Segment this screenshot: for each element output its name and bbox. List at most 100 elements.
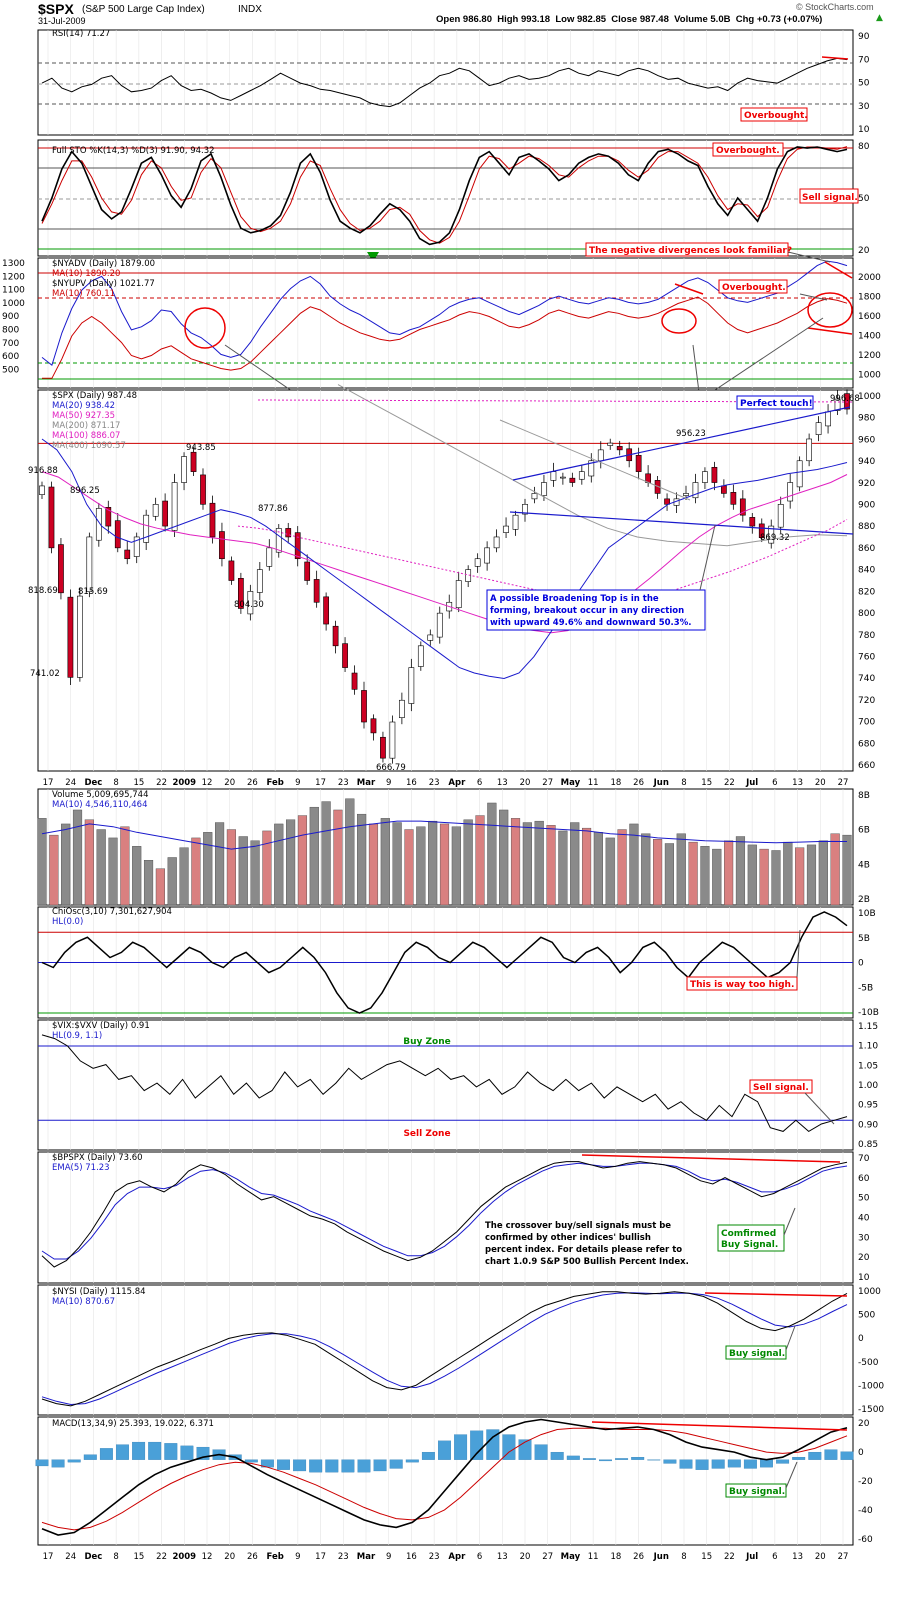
nysi-tick-label: 1000 <box>858 1287 881 1297</box>
nyadv-left-tick-label: 900 <box>2 312 19 322</box>
price-tick-label: 800 <box>858 609 875 619</box>
volume-bar <box>392 822 402 906</box>
volume-bar <box>37 818 47 906</box>
price-tick-label: 720 <box>858 696 875 706</box>
volume-tick-label: 4B <box>858 860 870 870</box>
price-legend: MA(50) 927.35 <box>52 411 115 421</box>
rsi-tick-label: 10 <box>858 125 870 135</box>
macd-histogram-bar <box>470 1430 484 1460</box>
macd-histogram-bar <box>647 1459 661 1461</box>
volume-bar <box>605 837 615 906</box>
price-candle <box>512 514 519 530</box>
nyadv-legend: $NYADV (Daily) 1879.00 <box>52 259 155 269</box>
price-candle <box>389 721 396 759</box>
x-tick-label: 13 <box>497 1552 508 1562</box>
price-candle <box>77 595 83 678</box>
macd-line <box>41 1418 848 1536</box>
volume-bar <box>570 822 580 906</box>
price-candle <box>105 506 112 527</box>
volume-bar <box>191 837 201 906</box>
price-candle <box>342 643 348 668</box>
x-tick-label: Jul <box>745 1552 758 1562</box>
ma50-line <box>41 471 848 634</box>
callout-line <box>796 929 801 978</box>
nyadv-left-tick-label: 1200 <box>2 272 25 282</box>
x-tick-label: 13 <box>792 778 803 788</box>
price-tick-label: 780 <box>858 631 875 641</box>
buy-arrow-icon <box>367 252 379 262</box>
price-candle <box>181 456 187 483</box>
divergence-line <box>824 261 853 279</box>
perfect-touch-label: Perfect touch! <box>740 399 813 409</box>
vix-tick-label: 1.05 <box>858 1061 878 1071</box>
price-candle <box>67 596 74 678</box>
price-tick-label: 660 <box>858 761 875 771</box>
volume-ma-line <box>41 820 848 850</box>
x-tick-label: 11 <box>588 778 599 788</box>
crossover-note-label: chart 1.0.9 S&P 500 Bullish Percent Inde… <box>485 1257 689 1267</box>
price-candle <box>171 482 178 531</box>
price-candle <box>730 492 737 505</box>
nysi-tick-label: -500 <box>858 1358 879 1368</box>
price-candle <box>399 699 405 718</box>
nyadv-ma-line <box>41 260 848 366</box>
volume-bar <box>830 833 840 906</box>
x-tick-label: 6 <box>772 1552 777 1562</box>
volume-bar <box>522 822 532 906</box>
sto-tick-label: 20 <box>858 246 870 256</box>
macd-tick-label: 20 <box>858 1419 870 1429</box>
price-candle <box>143 514 150 543</box>
price-tick-label: 880 <box>858 522 875 532</box>
price-candle <box>721 485 727 494</box>
date-label: 31-Jul-2009 <box>38 16 86 26</box>
x-tick-label: 20 <box>224 778 235 788</box>
volume-bar <box>357 813 367 906</box>
vix-tick-label: 0.85 <box>858 1140 878 1150</box>
volume-bar <box>203 832 213 906</box>
divergence-circle <box>184 307 226 349</box>
sell-zone-label: Sell Zone <box>403 1129 450 1139</box>
macd-histogram-bar <box>760 1459 773 1468</box>
macd-histogram-bar <box>792 1457 806 1460</box>
macd-divergence-line <box>591 1421 848 1431</box>
x-tick-label: 18 <box>610 778 621 788</box>
volume-bar <box>818 840 828 906</box>
volume-bar <box>487 802 497 906</box>
x-tick-label: 13 <box>497 778 508 788</box>
callout-line <box>699 524 716 591</box>
confirmed-buy-label: Comfirmed <box>721 1229 776 1239</box>
vix-legend: $VIX:$VXV (Daily) 0.91 <box>52 1021 150 1031</box>
x-tick-label: 20 <box>224 1552 235 1562</box>
macd-histogram-bar <box>615 1458 629 1460</box>
nyadv-left-tick-label: 500 <box>2 365 19 375</box>
bpspx-divergence-line <box>581 1154 841 1163</box>
macd-histogram-bar <box>421 1451 435 1460</box>
macd-tick-label: -40 <box>858 1506 873 1516</box>
callout-line <box>783 1207 796 1236</box>
nyupv-ma-line <box>42 296 848 379</box>
volume-bar <box>463 819 473 906</box>
price-value-label: 741.02 <box>30 669 60 679</box>
volume-bar <box>333 809 343 906</box>
nysi-line <box>41 1291 848 1407</box>
macd-histogram-bar <box>132 1441 146 1460</box>
price-candle <box>739 498 746 516</box>
price-tick-label: 1000 <box>858 392 881 402</box>
broadening-label: with upward 49.6% and downward 50.3%. <box>490 618 691 628</box>
price-candle <box>484 547 490 564</box>
macd-histogram-bar <box>35 1459 49 1467</box>
price-candle <box>247 591 254 615</box>
price-candle <box>787 482 794 502</box>
volume-bar <box>795 847 805 906</box>
nysi-tick-label: -1000 <box>858 1381 884 1391</box>
chiosc-line <box>41 911 848 1014</box>
x-tick-label: 17 <box>315 778 326 788</box>
volume-bar <box>108 837 118 906</box>
volume-bar <box>700 846 710 906</box>
x-tick-label: 2009 <box>172 778 196 788</box>
volume-bar <box>309 806 319 906</box>
x-tick-label: 15 <box>701 778 712 788</box>
credit-label: © StockCharts.com <box>796 2 874 12</box>
price-legend: MA(200) 871.17 <box>52 421 120 431</box>
macd-histogram-bar <box>373 1459 387 1472</box>
